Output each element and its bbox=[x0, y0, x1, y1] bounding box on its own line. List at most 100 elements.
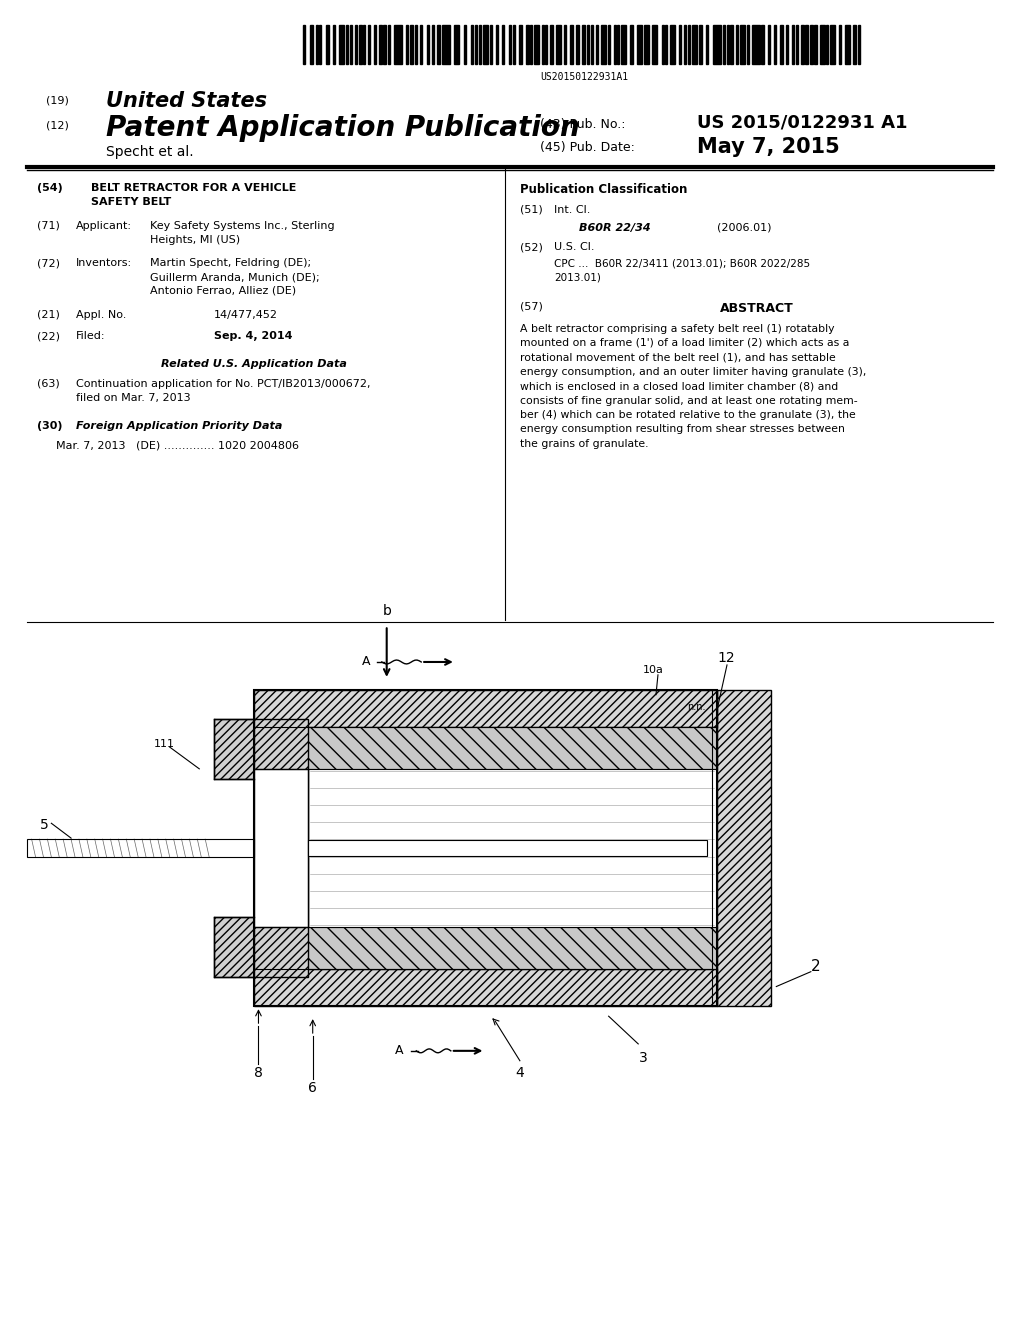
Bar bbox=[669, 25, 674, 65]
Text: (30): (30) bbox=[37, 421, 62, 430]
Bar bbox=[705, 25, 707, 65]
Text: (72): (72) bbox=[37, 259, 59, 268]
Text: b: b bbox=[382, 605, 390, 619]
Bar bbox=[355, 25, 357, 65]
Bar bbox=[564, 25, 566, 65]
Bar bbox=[616, 25, 619, 65]
Text: Applicant:: Applicant: bbox=[76, 220, 131, 231]
Text: A: A bbox=[394, 1044, 404, 1057]
Bar bbox=[691, 25, 696, 65]
Bar bbox=[410, 25, 413, 65]
Text: 6: 6 bbox=[308, 1081, 317, 1094]
Bar bbox=[773, 25, 775, 65]
Bar bbox=[519, 25, 522, 65]
Text: A: A bbox=[361, 656, 370, 668]
Bar bbox=[427, 25, 428, 65]
Bar bbox=[735, 25, 737, 65]
Bar bbox=[549, 25, 552, 65]
Bar bbox=[795, 25, 797, 65]
Bar bbox=[829, 25, 834, 65]
Bar bbox=[621, 25, 626, 65]
Bar bbox=[570, 25, 572, 65]
Text: Foreign Application Priority Data: Foreign Application Priority Data bbox=[76, 421, 282, 430]
Text: US20150122931A1: US20150122931A1 bbox=[539, 73, 628, 82]
Bar bbox=[661, 25, 663, 65]
Bar bbox=[319, 25, 321, 65]
Text: Mar. 7, 2013   (DE) .............. 1020 2004806: Mar. 7, 2013 (DE) .............. 1020 20… bbox=[56, 441, 299, 450]
Bar bbox=[825, 25, 827, 65]
Text: (63): (63) bbox=[37, 379, 59, 389]
Bar bbox=[463, 25, 466, 65]
Bar bbox=[254, 768, 308, 927]
Text: (52): (52) bbox=[520, 243, 542, 252]
Text: A belt retractor comprising a safety belt reel (1) rotatably
mounted on a frame : A belt retractor comprising a safety bel… bbox=[520, 323, 865, 449]
Text: (19): (19) bbox=[46, 96, 69, 106]
Bar bbox=[730, 25, 732, 65]
Bar bbox=[471, 25, 473, 65]
Bar bbox=[809, 25, 812, 65]
Bar bbox=[727, 25, 728, 65]
Bar bbox=[643, 25, 648, 65]
Bar bbox=[637, 25, 642, 65]
Bar bbox=[739, 25, 744, 65]
Text: Related U.S. Application Data: Related U.S. Application Data bbox=[160, 359, 346, 370]
Bar bbox=[587, 25, 589, 65]
Text: Continuation application for No. PCT/IB2013/000672,: Continuation application for No. PCT/IB2… bbox=[76, 379, 370, 389]
Text: (71): (71) bbox=[37, 220, 59, 231]
Text: ABSTRACT: ABSTRACT bbox=[719, 302, 793, 314]
Bar bbox=[316, 25, 318, 65]
Bar bbox=[607, 25, 609, 65]
Text: United States: United States bbox=[106, 91, 266, 111]
Text: 2013.01): 2013.01) bbox=[554, 272, 600, 282]
Text: (22): (22) bbox=[37, 331, 59, 342]
Bar bbox=[332, 25, 334, 65]
Bar bbox=[699, 25, 701, 65]
Text: Specht et al.: Specht et al. bbox=[106, 145, 193, 160]
Bar bbox=[483, 25, 487, 65]
Bar bbox=[600, 25, 605, 65]
Bar bbox=[363, 25, 365, 65]
Text: filed on Mar. 7, 2013: filed on Mar. 7, 2013 bbox=[76, 393, 191, 403]
Bar bbox=[530, 25, 532, 65]
Bar bbox=[214, 917, 254, 977]
Text: 8: 8 bbox=[254, 1065, 263, 1080]
Bar bbox=[350, 25, 352, 65]
Bar bbox=[495, 25, 497, 65]
Bar bbox=[254, 689, 716, 727]
Text: Filed:: Filed: bbox=[76, 331, 105, 342]
Bar bbox=[596, 25, 598, 65]
Bar bbox=[475, 25, 476, 65]
Text: Heights, MI (US): Heights, MI (US) bbox=[150, 235, 239, 244]
Text: 5: 5 bbox=[40, 818, 49, 833]
Bar bbox=[679, 25, 681, 65]
Bar bbox=[387, 25, 389, 65]
Bar bbox=[453, 25, 459, 65]
Text: Antonio Ferrao, Alliez (DE): Antonio Ferrao, Alliez (DE) bbox=[150, 286, 296, 296]
Bar bbox=[368, 25, 370, 65]
Text: 10a: 10a bbox=[643, 665, 663, 675]
Bar bbox=[214, 719, 254, 779]
Bar bbox=[394, 25, 401, 65]
Bar bbox=[800, 25, 803, 65]
Bar bbox=[721, 25, 723, 65]
Bar bbox=[254, 768, 716, 927]
Text: 4: 4 bbox=[515, 1065, 524, 1080]
Bar bbox=[712, 25, 720, 65]
Bar bbox=[359, 25, 362, 65]
Bar bbox=[254, 969, 716, 1006]
Bar bbox=[254, 727, 716, 768]
Bar bbox=[857, 25, 859, 65]
Bar bbox=[751, 25, 759, 65]
Bar bbox=[813, 25, 816, 65]
Bar bbox=[420, 25, 422, 65]
Text: Key Safety Systems Inc., Sterling: Key Safety Systems Inc., Sterling bbox=[150, 220, 334, 231]
Bar bbox=[501, 25, 503, 65]
Text: CPC ...  B60R 22/3411 (2013.01); B60R 2022/285: CPC ... B60R 22/3411 (2013.01); B60R 202… bbox=[554, 259, 810, 268]
Bar bbox=[508, 25, 511, 65]
Text: Publication Classification: Publication Classification bbox=[520, 183, 687, 197]
Bar bbox=[746, 25, 748, 65]
Bar bbox=[533, 25, 538, 65]
Text: Patent Application Publication: Patent Application Publication bbox=[106, 114, 579, 141]
Bar bbox=[406, 25, 408, 65]
Bar bbox=[526, 25, 529, 65]
